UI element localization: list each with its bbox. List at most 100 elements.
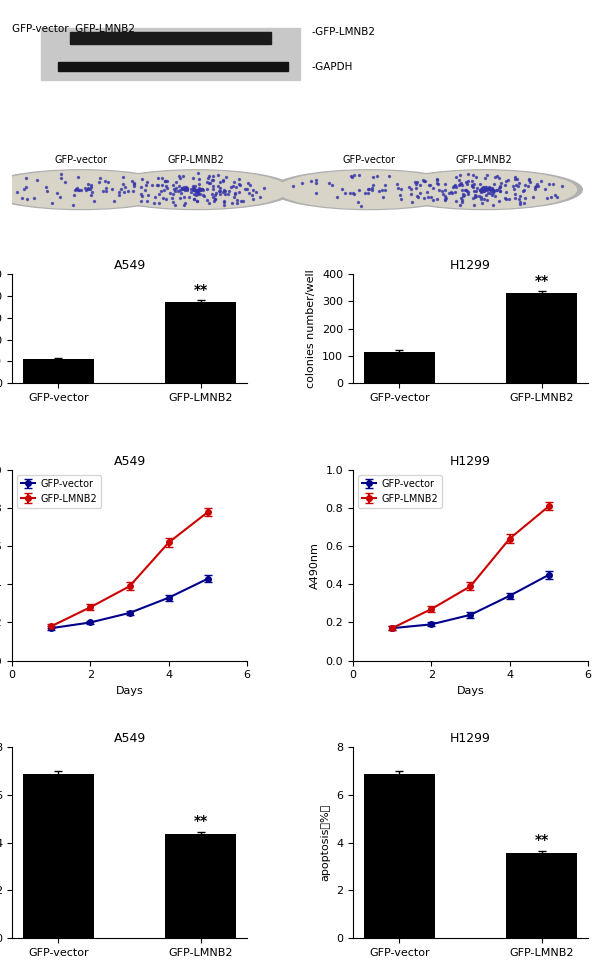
Point [468,179,478,194]
Point [440,192,450,208]
Point [501,191,511,207]
Point [519,183,529,198]
Point [459,188,469,203]
Point [208,172,218,188]
Point [193,183,202,198]
Point [56,189,65,204]
Point [191,183,200,198]
Point [129,177,139,192]
Point [476,184,486,199]
Point [458,186,467,201]
Point [433,176,442,191]
Point [412,188,422,203]
Point [198,188,208,203]
Point [95,170,105,186]
Point [485,183,495,198]
Bar [23,774,94,938]
Point [76,182,86,197]
Point [219,182,229,197]
Point [115,185,124,200]
Point [332,189,341,204]
Point [245,177,255,192]
Title: H1299: H1299 [450,259,491,272]
Point [211,185,221,200]
Point [191,187,201,202]
Point [52,185,62,200]
Point [406,187,416,202]
Point [160,183,169,198]
Point [101,180,110,195]
Point [530,181,540,196]
Point [207,186,217,201]
Point [211,188,220,203]
Point [356,198,366,214]
Circle shape [0,170,179,209]
Point [83,181,93,196]
Point [457,193,467,209]
Point [514,178,523,193]
Point [80,180,89,195]
Point [149,194,158,210]
Point [196,186,205,201]
Point [150,189,160,204]
Point [224,184,234,199]
Point [194,171,204,187]
Point [130,175,139,191]
Point [136,179,146,194]
Point [190,191,199,207]
Point [190,179,200,194]
Point [234,184,244,199]
Point [182,182,191,197]
Point [500,190,509,205]
Point [193,186,203,201]
Point [161,178,170,193]
Point [236,192,245,208]
Point [160,173,170,189]
Point [174,168,184,184]
Point [89,193,99,209]
Point [153,170,163,186]
Point [419,174,429,190]
Point [190,182,199,197]
Point [345,186,355,201]
Point [182,179,191,194]
Point [209,189,218,204]
Point [73,180,82,195]
Point [179,197,189,213]
Point [220,184,229,199]
Point [476,181,486,196]
Point [545,176,554,191]
Point [238,193,248,209]
Point [442,191,451,206]
Point [194,180,204,195]
Point [140,182,150,197]
Point [374,183,383,198]
Point [123,184,133,199]
Point [161,174,170,190]
Point [485,181,495,196]
Point [471,184,481,199]
Point [137,171,147,187]
Point [455,167,465,183]
Point [463,185,473,200]
Point [450,185,460,200]
Bar [506,853,577,938]
Point [514,191,524,207]
Point [210,191,220,207]
Point [191,185,200,200]
Point [141,177,151,192]
Point [29,191,38,206]
Point [70,187,79,202]
Point [208,169,218,185]
Point [73,183,83,198]
Point [182,181,192,196]
Point [468,191,478,206]
Point [454,172,463,188]
Point [118,169,127,185]
Point [511,170,520,186]
Point [230,186,239,201]
Point [533,179,543,194]
Point [347,169,356,185]
Point [163,180,172,195]
Title: A549: A549 [113,454,146,468]
